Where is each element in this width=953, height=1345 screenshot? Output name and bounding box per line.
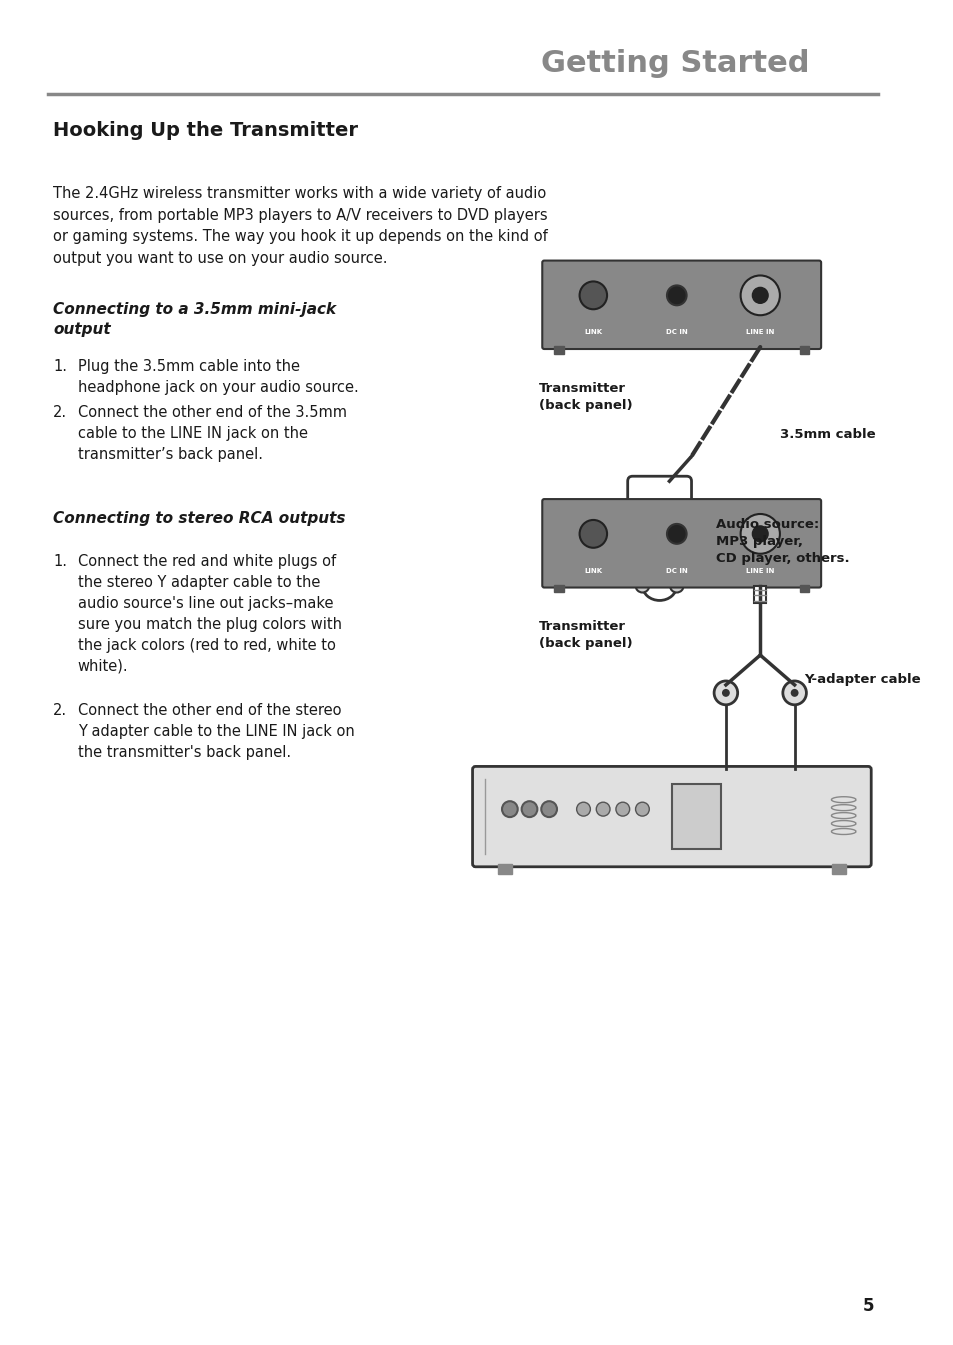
FancyBboxPatch shape	[627, 476, 691, 576]
Circle shape	[576, 802, 590, 816]
Bar	[554, 585, 563, 593]
Circle shape	[752, 288, 767, 304]
Text: LINK: LINK	[583, 568, 601, 573]
Text: Connect the other end of the 3.5mm
cable to the LINE IN jack on the
transmitter’: Connect the other end of the 3.5mm cable…	[78, 405, 347, 461]
Text: 1.: 1.	[53, 554, 68, 569]
Text: Y-adapter cable: Y-adapter cable	[803, 674, 920, 686]
Circle shape	[721, 689, 729, 697]
Circle shape	[790, 689, 798, 697]
FancyBboxPatch shape	[541, 261, 821, 348]
Text: Connect the red and white plugs of
the stereo Y adapter cable to the
audio sourc: Connect the red and white plugs of the s…	[78, 554, 341, 674]
Circle shape	[740, 514, 780, 554]
Text: Getting Started: Getting Started	[540, 50, 808, 78]
FancyBboxPatch shape	[541, 499, 821, 588]
Circle shape	[635, 802, 649, 816]
FancyBboxPatch shape	[472, 767, 870, 866]
Bar	[671, 784, 720, 849]
Text: 1.: 1.	[53, 359, 68, 374]
Circle shape	[521, 802, 537, 818]
Circle shape	[752, 526, 767, 542]
Circle shape	[540, 802, 557, 818]
Circle shape	[579, 281, 606, 309]
Text: LINE IN: LINE IN	[745, 330, 774, 335]
Circle shape	[645, 502, 673, 530]
Polygon shape	[655, 510, 666, 522]
Text: LINE IN: LINE IN	[745, 568, 774, 573]
Circle shape	[501, 802, 517, 818]
Text: 5: 5	[862, 1297, 873, 1315]
Text: 2.: 2.	[53, 405, 68, 420]
Text: Transmitter
(back panel): Transmitter (back panel)	[538, 382, 632, 412]
Text: 2.: 2.	[53, 703, 68, 718]
Circle shape	[666, 285, 686, 305]
Circle shape	[635, 578, 649, 593]
Bar	[831, 863, 844, 874]
Circle shape	[669, 578, 683, 593]
Text: Audio source:
MP3 player,
CD player, others.: Audio source: MP3 player, CD player, oth…	[716, 518, 849, 565]
Bar	[554, 346, 563, 354]
Circle shape	[714, 681, 737, 705]
Text: LINK: LINK	[583, 330, 601, 335]
Bar	[754, 585, 765, 604]
Circle shape	[740, 276, 780, 315]
Text: Transmitter
(back panel): Transmitter (back panel)	[538, 620, 632, 651]
Text: Connecting to a 3.5mm mini-jack
output: Connecting to a 3.5mm mini-jack output	[53, 303, 336, 338]
Text: 3.5mm cable: 3.5mm cable	[780, 428, 875, 441]
Text: Connecting to stereo RCA outputs: Connecting to stereo RCA outputs	[53, 511, 345, 526]
Bar	[497, 863, 512, 874]
Circle shape	[596, 802, 609, 816]
Text: Connect the other end of the stereo
Y adapter cable to the LINE IN jack on
the t: Connect the other end of the stereo Y ad…	[78, 703, 355, 760]
Text: Hooking Up the Transmitter: Hooking Up the Transmitter	[53, 121, 358, 140]
Circle shape	[616, 802, 629, 816]
Text: DC IN: DC IN	[665, 568, 687, 573]
Circle shape	[579, 521, 606, 547]
Bar	[799, 346, 808, 354]
Text: DC IN: DC IN	[665, 330, 687, 335]
Text: The 2.4GHz wireless transmitter works with a wide variety of audio
sources, from: The 2.4GHz wireless transmitter works wi…	[53, 186, 547, 266]
Circle shape	[782, 681, 805, 705]
Circle shape	[666, 525, 686, 543]
Bar	[799, 585, 808, 593]
Text: Plug the 3.5mm cable into the
headphone jack on your audio source.: Plug the 3.5mm cable into the headphone …	[78, 359, 358, 395]
